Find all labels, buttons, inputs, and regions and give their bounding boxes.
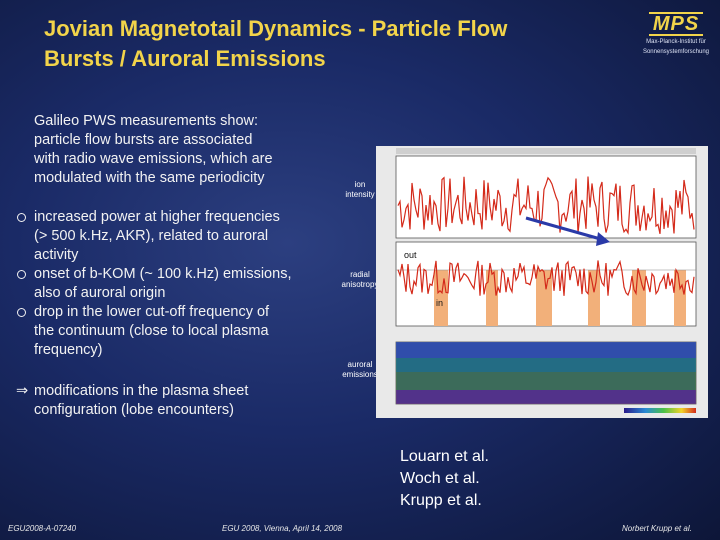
footer-right: Norbert Krupp et al. [622, 524, 692, 533]
burst-band [536, 270, 552, 326]
ion-trace [397, 176, 695, 235]
bullet-item: increased power at higher frequencies (>… [14, 208, 334, 265]
conclusion-line: configuration (lobe encounters) [34, 402, 234, 418]
intro-line: with radio wave emissions, which are [34, 151, 273, 167]
implies-arrow-icon: ⇒ [16, 383, 29, 399]
references: Louarn et al. Woch et al. Krupp et al. [400, 446, 489, 512]
ion-intensity-label: ion intensity [345, 180, 375, 199]
bullet-line: increased power at higher frequencies [34, 209, 280, 225]
title-line-2: Bursts / Auroral Emissions [44, 46, 326, 71]
logo-mark: MPS [648, 12, 704, 36]
footer-left: EGU2008-A-07240 [8, 524, 77, 533]
bullet-item: onset of b-KOM (~ 100 k.Hz) emissions, a… [14, 265, 334, 303]
logo-subtitle-2: Sonnensystemforschung [642, 49, 710, 55]
mps-logo: MPS Max-Planck-Institut für Sonnensystem… [638, 12, 714, 62]
color-scale-bar [624, 408, 696, 413]
figure-plot: out in [376, 146, 708, 418]
in-label: in [436, 298, 443, 308]
title-line-1: Jovian Magnetotail Dynamics - Particle F… [44, 16, 508, 41]
intro-text: Galileo PWS measurements show: particle … [34, 112, 334, 188]
footer-center: EGU 2008, Vienna, April 14, 2008 [222, 524, 343, 533]
intro-line: modulated with the same periodicity [34, 170, 265, 186]
logo-subtitle-1: Max-Planck-Institut für [646, 39, 706, 45]
bullet-dot-icon [17, 270, 26, 279]
highlight-arrow-icon [525, 216, 610, 246]
anisotropy-trace [397, 259, 695, 297]
intro-line: Galileo PWS measurements show: [34, 113, 259, 129]
bullet-line: also of auroral origin [34, 285, 166, 301]
burst-band [588, 270, 600, 326]
reference-item: Woch et al. [400, 470, 480, 487]
bullet-dot-icon [17, 213, 26, 222]
bullet-list: increased power at higher frequencies (>… [14, 208, 334, 360]
conclusion-line: modifications in the plasma sheet [34, 383, 249, 399]
burst-band [674, 270, 686, 326]
bullet-dot-icon [17, 308, 26, 317]
reference-item: Krupp et al. [400, 492, 482, 509]
bullet-line: (> 500 k.Hz, AKR), related to auroral [34, 228, 269, 244]
conclusion-text: ⇒ modifications in the plasma sheet conf… [16, 382, 334, 420]
auroral-emissions-label: auroral emissions [342, 360, 378, 379]
bullet-item: drop in the lower cut-off frequency of t… [14, 303, 334, 360]
out-label: out [404, 250, 417, 260]
burst-band [632, 270, 646, 326]
radial-anisotropy-label: radial anisotropy [341, 270, 379, 289]
slide-title: Jovian Magnetotail Dynamics - Particle F… [44, 14, 604, 74]
bullet-line: the continuum (close to local plasma [34, 323, 269, 339]
bullet-line: onset of b-KOM (~ 100 k.Hz) emissions, [34, 266, 292, 282]
galileo-data-figure: out in [376, 146, 708, 418]
reference-item: Louarn et al. [400, 448, 489, 465]
bullet-line: activity [34, 247, 79, 263]
bullet-line: drop in the lower cut-off frequency of [34, 304, 270, 320]
bullet-line: frequency) [34, 342, 103, 358]
intro-line: particle flow bursts are associated [34, 132, 253, 148]
